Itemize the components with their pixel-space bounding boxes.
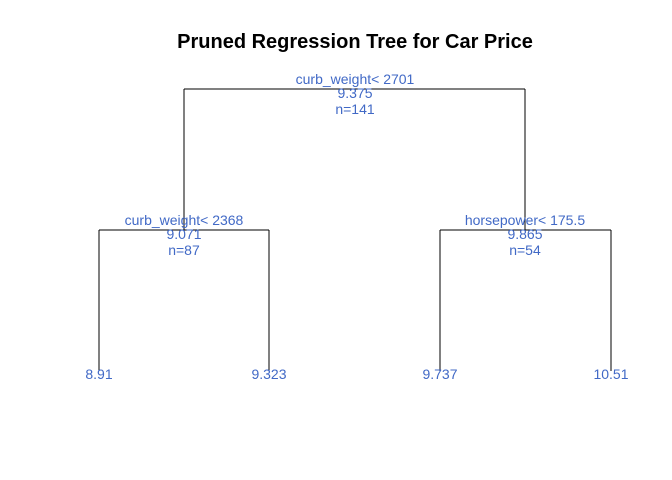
leaf-value-1: 8.91 — [85, 366, 112, 382]
root-n-label: n=141 — [335, 101, 375, 117]
right-value-label: 9.865 — [507, 226, 542, 242]
left-n-label: n=87 — [168, 242, 200, 258]
left-node: curb_weight< 2368 9.071 n=87 — [125, 212, 244, 258]
root-value-label: 9.375 — [337, 85, 372, 101]
leaf-value-4: 10.51 — [593, 366, 628, 382]
root-node: curb_weight< 2701 9.375 n=141 — [296, 71, 415, 117]
edges — [98, 88, 612, 371]
left-value-label: 9.071 — [166, 226, 201, 242]
right-n-label: n=54 — [509, 242, 541, 258]
leaf-nodes: 8.91 9.323 9.737 10.51 — [85, 366, 628, 382]
right-node: horsepower< 175.5 9.865 n=54 — [465, 212, 585, 258]
leaf-value-2: 9.323 — [251, 366, 286, 382]
chart-title: Pruned Regression Tree for Car Price — [177, 31, 533, 53]
right-split-label: horsepower< 175.5 — [465, 212, 585, 228]
leaf-value-3: 9.737 — [422, 366, 457, 382]
root-split-label: curb_weight< 2701 — [296, 71, 415, 87]
left-split-label: curb_weight< 2368 — [125, 212, 244, 228]
